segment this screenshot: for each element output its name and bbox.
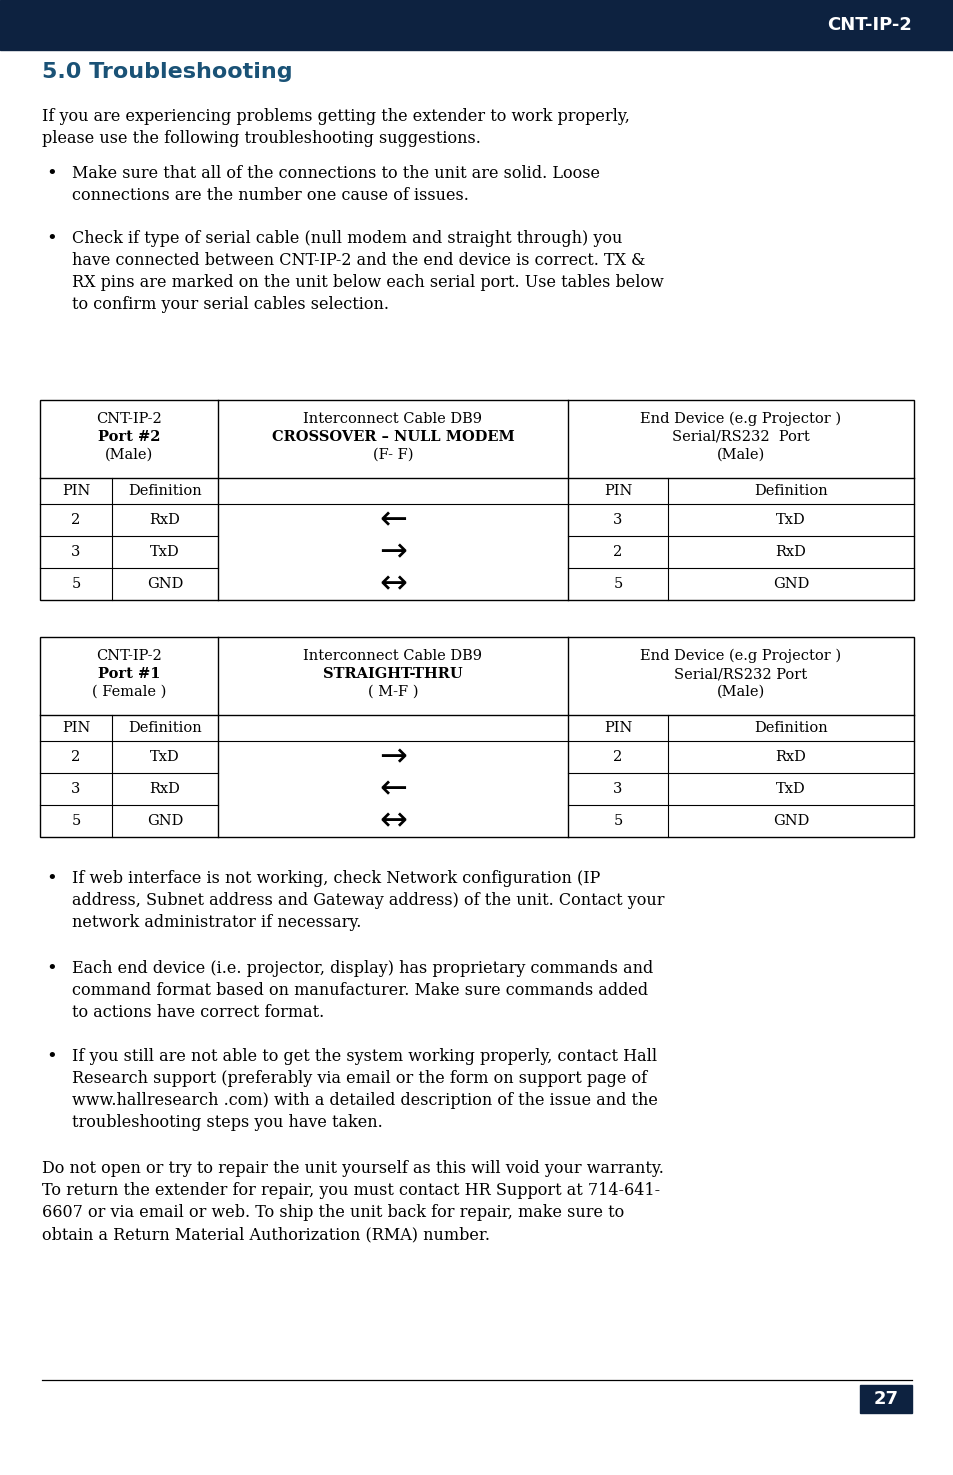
Text: ←: ←	[378, 773, 407, 805]
Text: →: →	[378, 535, 407, 568]
Text: Definition: Definition	[128, 721, 202, 735]
Text: obtain a Return Material Authorization (RMA) number.: obtain a Return Material Authorization (…	[42, 1226, 490, 1243]
Text: Do not open or try to repair the unit yourself as this will void your warranty.: Do not open or try to repair the unit yo…	[42, 1159, 663, 1177]
Text: Check if type of serial cable (null modem and straight through) you: Check if type of serial cable (null mode…	[71, 230, 621, 246]
Text: •: •	[47, 960, 57, 978]
Text: PIN: PIN	[62, 484, 91, 499]
Text: GND: GND	[772, 577, 808, 591]
Text: 3: 3	[71, 544, 81, 559]
Text: 2: 2	[613, 749, 622, 764]
Text: (Male): (Male)	[716, 684, 764, 699]
Text: have connected between CNT-IP-2 and the end device is correct. TX &: have connected between CNT-IP-2 and the …	[71, 252, 644, 268]
Text: 2: 2	[71, 513, 81, 527]
Text: Port #2: Port #2	[97, 431, 160, 444]
Text: ←: ←	[378, 503, 407, 537]
Text: ( M-F ): ( M-F )	[367, 684, 417, 699]
Text: TxD: TxD	[776, 782, 805, 796]
Text: RxD: RxD	[775, 544, 805, 559]
Text: RX pins are marked on the unit below each serial port. Use tables below: RX pins are marked on the unit below eac…	[71, 274, 663, 291]
Text: address, Subnet address and Gateway address) of the unit. Contact your: address, Subnet address and Gateway addr…	[71, 892, 664, 909]
Text: STRAIGHT-THRU: STRAIGHT-THRU	[323, 667, 462, 681]
Text: Port #1: Port #1	[97, 667, 160, 681]
Text: TxD: TxD	[150, 544, 180, 559]
Text: Definition: Definition	[128, 484, 202, 499]
Text: 3: 3	[613, 782, 622, 796]
Text: CNT-IP-2: CNT-IP-2	[96, 649, 162, 662]
Text: 2: 2	[613, 544, 622, 559]
Text: 5: 5	[613, 577, 622, 591]
Text: (Male): (Male)	[105, 448, 153, 462]
Text: Serial/RS232 Port: Serial/RS232 Port	[674, 667, 807, 681]
Text: connections are the number one cause of issues.: connections are the number one cause of …	[71, 187, 468, 204]
Text: Definition: Definition	[753, 484, 827, 499]
Text: →: →	[378, 740, 407, 773]
Text: To return the extender for repair, you must contact HR Support at 714-641-: To return the extender for repair, you m…	[42, 1181, 659, 1199]
Text: RxD: RxD	[150, 513, 180, 527]
Text: End Device (e.g Projector ): End Device (e.g Projector )	[639, 412, 841, 426]
Text: Definition: Definition	[753, 721, 827, 735]
Text: TxD: TxD	[150, 749, 180, 764]
Text: 5: 5	[71, 814, 81, 827]
Text: ↔: ↔	[378, 804, 407, 838]
Text: Interconnect Cable DB9: Interconnect Cable DB9	[303, 412, 482, 426]
Text: Make sure that all of the connections to the unit are solid. Loose: Make sure that all of the connections to…	[71, 165, 599, 181]
Text: network administrator if necessary.: network administrator if necessary.	[71, 914, 361, 931]
Text: 5.0 Troubleshooting: 5.0 Troubleshooting	[42, 62, 293, 83]
Text: to confirm your serial cables selection.: to confirm your serial cables selection.	[71, 296, 389, 313]
Bar	[40, 637, 913, 836]
Text: www.hallresearch .com) with a detailed description of the issue and the: www.hallresearch .com) with a detailed d…	[71, 1092, 658, 1109]
Bar	[0, 0, 953, 50]
Text: ( Female ): ( Female )	[91, 684, 166, 699]
Text: 5: 5	[71, 577, 81, 591]
Text: please use the following troubleshooting suggestions.: please use the following troubleshooting…	[42, 130, 480, 148]
Text: PIN: PIN	[603, 721, 632, 735]
Text: TxD: TxD	[776, 513, 805, 527]
Text: CNT-IP-2: CNT-IP-2	[96, 412, 162, 426]
Text: If you are experiencing problems getting the extender to work properly,: If you are experiencing problems getting…	[42, 108, 629, 125]
Text: 27: 27	[873, 1389, 898, 1409]
Text: If web interface is not working, check Network configuration (IP: If web interface is not working, check N…	[71, 870, 599, 886]
Text: 5: 5	[613, 814, 622, 827]
Text: •: •	[47, 1049, 57, 1066]
Text: command format based on manufacturer. Make sure commands added: command format based on manufacturer. Ma…	[71, 982, 647, 999]
Text: CROSSOVER – NULL MODEM: CROSSOVER – NULL MODEM	[272, 431, 514, 444]
Text: Serial/RS232  Port: Serial/RS232 Port	[672, 431, 809, 444]
Text: •: •	[47, 870, 57, 888]
Text: GND: GND	[147, 814, 183, 827]
Text: GND: GND	[772, 814, 808, 827]
Text: Interconnect Cable DB9: Interconnect Cable DB9	[303, 649, 482, 662]
Text: RxD: RxD	[150, 782, 180, 796]
Text: •: •	[47, 165, 57, 183]
Text: CNT-IP-2: CNT-IP-2	[826, 16, 911, 34]
Bar	[40, 400, 913, 600]
Text: Each end device (i.e. projector, display) has proprietary commands and: Each end device (i.e. projector, display…	[71, 960, 653, 976]
Text: 3: 3	[613, 513, 622, 527]
Bar	[859, 1385, 911, 1413]
Text: 6607 or via email or web. To ship the unit back for repair, make sure to: 6607 or via email or web. To ship the un…	[42, 1204, 623, 1221]
Text: troubleshooting steps you have taken.: troubleshooting steps you have taken.	[71, 1114, 382, 1131]
Text: Research support (preferably via email or the form on support page of: Research support (preferably via email o…	[71, 1069, 646, 1087]
Text: PIN: PIN	[603, 484, 632, 499]
Text: 2: 2	[71, 749, 81, 764]
Text: GND: GND	[147, 577, 183, 591]
Text: 3: 3	[71, 782, 81, 796]
Text: to actions have correct format.: to actions have correct format.	[71, 1004, 324, 1021]
Text: PIN: PIN	[62, 721, 91, 735]
Text: (Male): (Male)	[716, 448, 764, 462]
Text: If you still are not able to get the system working properly, contact Hall: If you still are not able to get the sys…	[71, 1049, 657, 1065]
Text: End Device (e.g Projector ): End Device (e.g Projector )	[639, 649, 841, 664]
Text: RxD: RxD	[775, 749, 805, 764]
Text: ↔: ↔	[378, 568, 407, 600]
Text: (F- F): (F- F)	[373, 448, 413, 462]
Text: •: •	[47, 230, 57, 248]
